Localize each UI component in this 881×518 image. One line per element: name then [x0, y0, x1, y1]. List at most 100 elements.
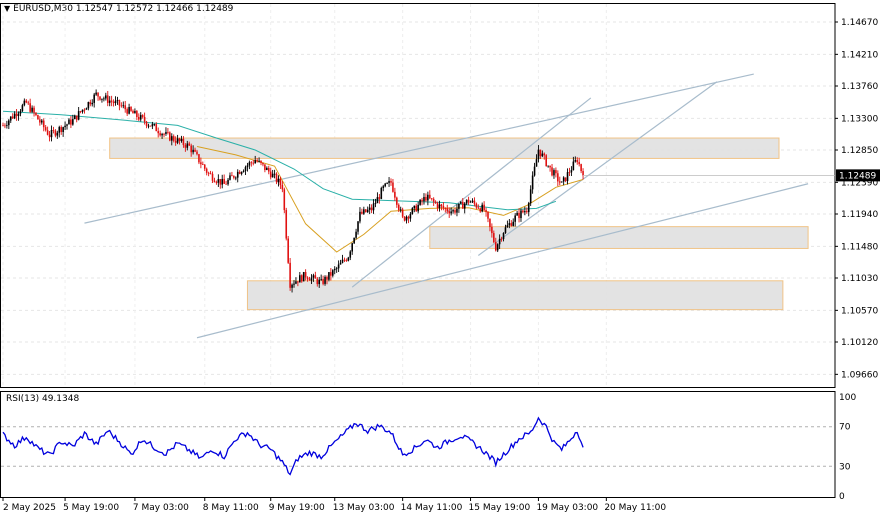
- time-tick-label: 9 May 19:00: [269, 503, 325, 513]
- candle-body: [194, 149, 196, 152]
- price-panel-frame: [0, 3, 836, 388]
- candle-body: [376, 197, 379, 204]
- rsi-tick-label: 70: [839, 423, 851, 433]
- candle-body: [529, 189, 532, 204]
- chart-header: ▼ EURUSD,M30 1.12547 1.12572 1.12466 1.12…: [4, 4, 233, 14]
- candle-body: [291, 284, 293, 288]
- candle-body: [504, 227, 507, 233]
- candle-body: [91, 102, 94, 105]
- candle-body: [170, 136, 173, 141]
- candle-body: [29, 103, 31, 112]
- candle-body: [557, 173, 559, 182]
- candle-body: [169, 132, 171, 141]
- low-value: 1.12466: [156, 4, 194, 14]
- candle-body: [403, 216, 406, 221]
- candle-body: [44, 127, 47, 131]
- candle-body: [184, 145, 187, 148]
- candle-body: [198, 154, 200, 163]
- high-value: 1.12572: [115, 4, 154, 14]
- candle-body: [41, 120, 43, 123]
- candle-body: [469, 201, 472, 203]
- candle-body: [394, 191, 396, 198]
- candle-body: [260, 160, 262, 163]
- candle-body: [339, 262, 342, 265]
- candle-body: [467, 199, 470, 203]
- candle-body: [582, 171, 584, 176]
- candle-body: [48, 134, 51, 138]
- candle-body: [399, 209, 402, 211]
- candle-body: [37, 115, 39, 120]
- candle-body: [157, 131, 159, 134]
- candle-body: [289, 262, 291, 288]
- candle-body: [302, 272, 305, 282]
- candle-body: [99, 96, 101, 100]
- candle-body: [186, 143, 189, 148]
- candle-body: [200, 162, 202, 165]
- candle-body: [252, 162, 255, 164]
- candle-body: [192, 149, 194, 153]
- candle-body: [345, 260, 348, 261]
- price-tick-label: 1.14670: [841, 18, 878, 28]
- candle-body: [8, 120, 10, 126]
- candle-body: [436, 203, 439, 209]
- price-tick-label: 1.11480: [841, 242, 878, 252]
- candle-body: [89, 102, 92, 105]
- rsi-value: 49.1348: [41, 394, 80, 404]
- candle-body: [15, 113, 18, 117]
- candle-body: [316, 278, 319, 285]
- candle-body: [159, 133, 161, 136]
- candle-body: [444, 208, 447, 210]
- candle-body: [332, 270, 334, 276]
- candle-body: [489, 218, 491, 227]
- candle-body: [401, 209, 404, 217]
- candle-body: [397, 204, 400, 210]
- candle-body: [458, 203, 460, 209]
- candle-body: [539, 149, 542, 157]
- candle-body: [547, 165, 549, 167]
- candle-body: [297, 281, 299, 283]
- trendline: [196, 183, 809, 339]
- candle-body: [242, 171, 245, 173]
- candle-body: [79, 111, 82, 112]
- candle-body: [97, 92, 99, 97]
- candle-body: [42, 120, 45, 128]
- candle-body: [576, 160, 579, 163]
- candle-body: [244, 167, 247, 172]
- candle-body: [147, 125, 150, 127]
- candle-body: [275, 173, 278, 183]
- time-tick-label: 14 May 11:00: [401, 503, 463, 513]
- candle-body: [347, 257, 350, 261]
- candle-body: [75, 115, 78, 120]
- candle-body: [520, 210, 522, 219]
- candle-body: [72, 119, 74, 125]
- candle-body: [233, 175, 235, 178]
- candle-body: [417, 204, 419, 212]
- candle-body: [570, 170, 573, 173]
- dropdown-arrow-icon[interactable]: ▼: [4, 4, 11, 13]
- price-tick-label: 1.10570: [841, 306, 878, 316]
- price-tick-label: 1.12850: [841, 146, 878, 156]
- candle-body: [446, 208, 449, 212]
- current-price-label: 1.12489: [839, 171, 876, 181]
- candle-body: [498, 238, 501, 245]
- candle-body: [299, 275, 301, 283]
- candle-body: [549, 165, 551, 168]
- candle-body: [180, 138, 183, 142]
- candle-body: [514, 215, 516, 222]
- candle-body: [85, 108, 88, 110]
- candle-body: [463, 203, 466, 209]
- candle-body: [103, 98, 105, 100]
- candle-body: [279, 178, 282, 186]
- candle-body: [452, 210, 454, 212]
- support-resistance-zone: [109, 137, 780, 159]
- candle-body: [196, 151, 198, 155]
- candle-body: [300, 275, 303, 282]
- candle-body: [491, 226, 493, 234]
- candle-body: [101, 98, 103, 100]
- candle-body: [448, 211, 450, 214]
- candle-body: [353, 237, 355, 244]
- candle-body: [384, 183, 386, 187]
- candle-body: [39, 119, 41, 123]
- candle-body: [93, 94, 95, 103]
